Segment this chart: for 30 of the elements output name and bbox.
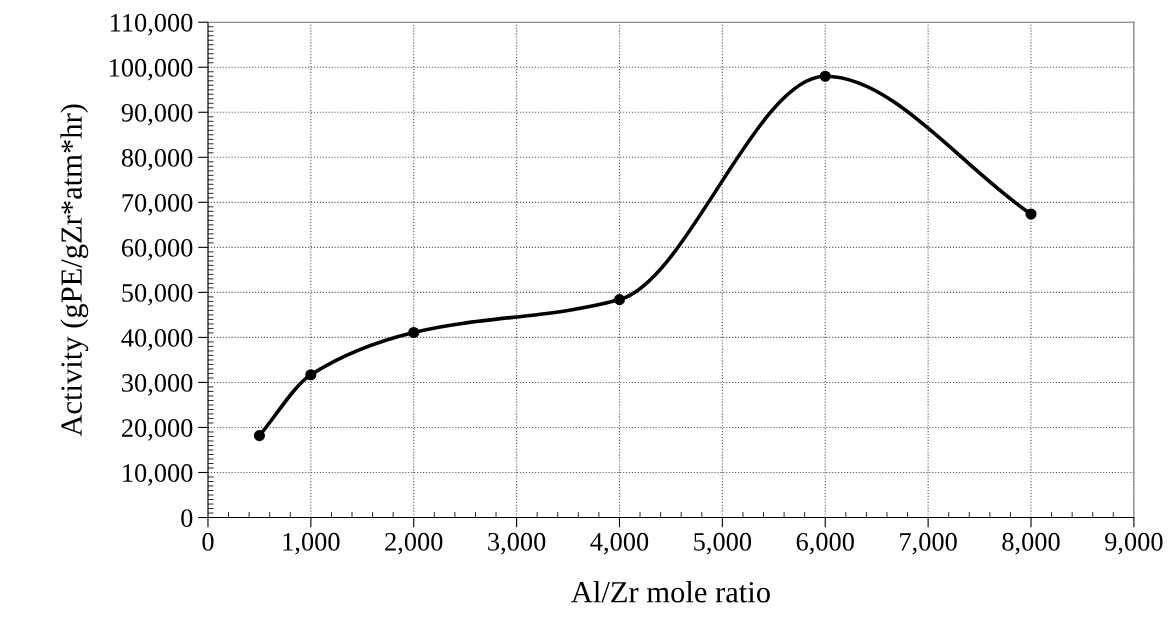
x-tick-label: 7,000 [900, 532, 957, 555]
y-tick-label: 0 [181, 509, 193, 527]
point [305, 369, 317, 381]
point [253, 430, 265, 442]
y-tick-label: 90,000 [121, 103, 193, 126]
point [613, 294, 626, 306]
x-axis-title: Al/Zr mole ratio [571, 581, 770, 603]
point [1025, 208, 1037, 220]
y-tick-label: 40,000 [121, 329, 193, 351]
y-tick-label: 20,000 [121, 419, 193, 441]
point [408, 326, 420, 339]
y-tick-label: 50,000 [122, 284, 193, 306]
x-tick-label: 5,000 [694, 532, 752, 555]
y-tick-label: 60,000 [121, 238, 193, 261]
y-tick-label: 30,000 [122, 374, 193, 396]
y-tick-label: 10,000 [123, 464, 193, 486]
y-tick-label: 70,000 [122, 193, 193, 216]
point [819, 70, 831, 82]
y-tick-label: 110,000 [110, 13, 193, 36]
y-axis-title: Activity (gPE/gZr*atm*hr) [60, 104, 89, 437]
x-tick-label: 2,000 [385, 532, 443, 555]
x-tick-label: 6,000 [796, 532, 854, 555]
x-tick-label: 3,000 [488, 532, 546, 555]
x-tick-label: 8,000 [1002, 532, 1060, 555]
x-tick-label: 0 [202, 532, 214, 551]
x-tick-label: 1,000 [283, 532, 340, 555]
y-tick-label: 100,000 [109, 58, 193, 81]
x-tick-label: 9,000 [1105, 532, 1163, 555]
x-tick-label: 4,000 [590, 532, 649, 555]
y-tick-label: 80,000 [121, 148, 193, 171]
